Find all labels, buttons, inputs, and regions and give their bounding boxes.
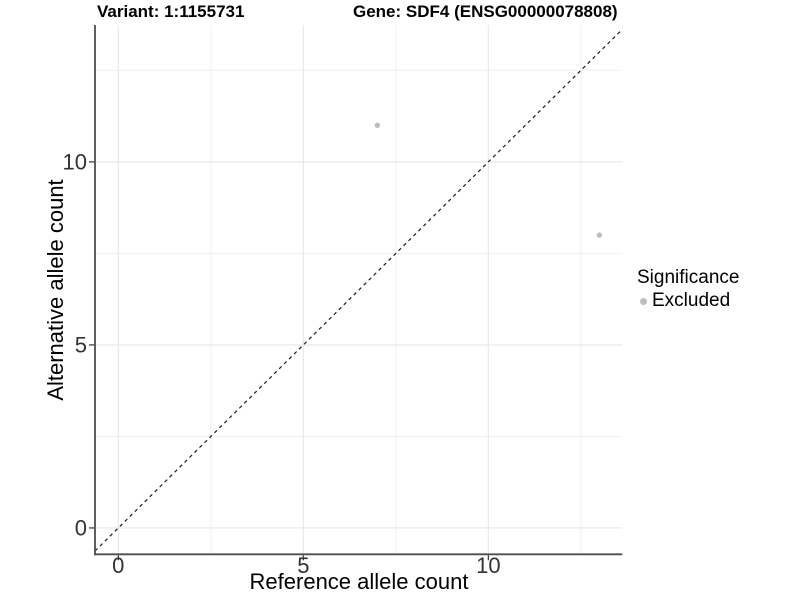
x-tick-label: 0	[112, 553, 124, 578]
legend: Significance Excluded	[637, 266, 739, 312]
legend-item-label: Excluded	[652, 290, 731, 311]
legend-title: Significance	[637, 267, 740, 288]
x-tick-label: 5	[297, 553, 309, 578]
x-tick-label: 10	[476, 553, 500, 578]
y-tick-label: 10	[63, 149, 87, 174]
data-point	[374, 122, 381, 128]
excluded-marker-icon	[640, 297, 647, 305]
identity-dashed-line	[94, 28, 623, 552]
y-axis-title: Alternative allele count	[43, 179, 68, 401]
data-point	[596, 232, 603, 238]
gene-title: Gene: SDF4 (ENSG00000078808)	[353, 2, 618, 21]
variant-title: Variant: 1:1155731	[97, 2, 245, 21]
y-tick-label: 5	[75, 332, 87, 357]
x-axis-title: Reference allele count	[249, 569, 469, 594]
y-tick-label: 0	[75, 515, 87, 540]
legend-item-excluded: Excluded	[637, 290, 739, 312]
